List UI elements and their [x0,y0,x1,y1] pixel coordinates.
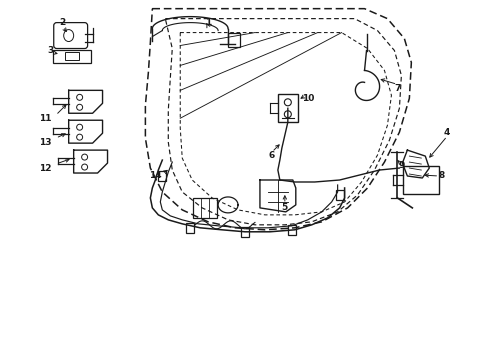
Text: 6: 6 [268,150,274,159]
Bar [186,223,194,233]
Bar [403,166,438,194]
Text: 13: 13 [40,138,52,147]
Bar [335,190,343,200]
Bar [64,53,79,60]
Text: 1: 1 [204,18,211,27]
Text: 3: 3 [47,46,54,55]
Bar [287,225,295,235]
Text: 4: 4 [443,128,449,137]
Bar [53,50,90,63]
Text: 7: 7 [393,84,400,93]
Text: 12: 12 [40,163,52,172]
Bar [227,32,240,46]
Bar [158,171,166,181]
Bar [277,94,297,122]
Text: 9: 9 [397,161,404,170]
Text: 2: 2 [60,18,66,27]
Bar [193,198,217,218]
Text: 5: 5 [281,203,287,212]
Bar [241,227,248,237]
Text: 11: 11 [40,114,52,123]
Text: 14: 14 [149,171,162,180]
Text: 8: 8 [437,171,444,180]
Text: 10: 10 [301,94,313,103]
